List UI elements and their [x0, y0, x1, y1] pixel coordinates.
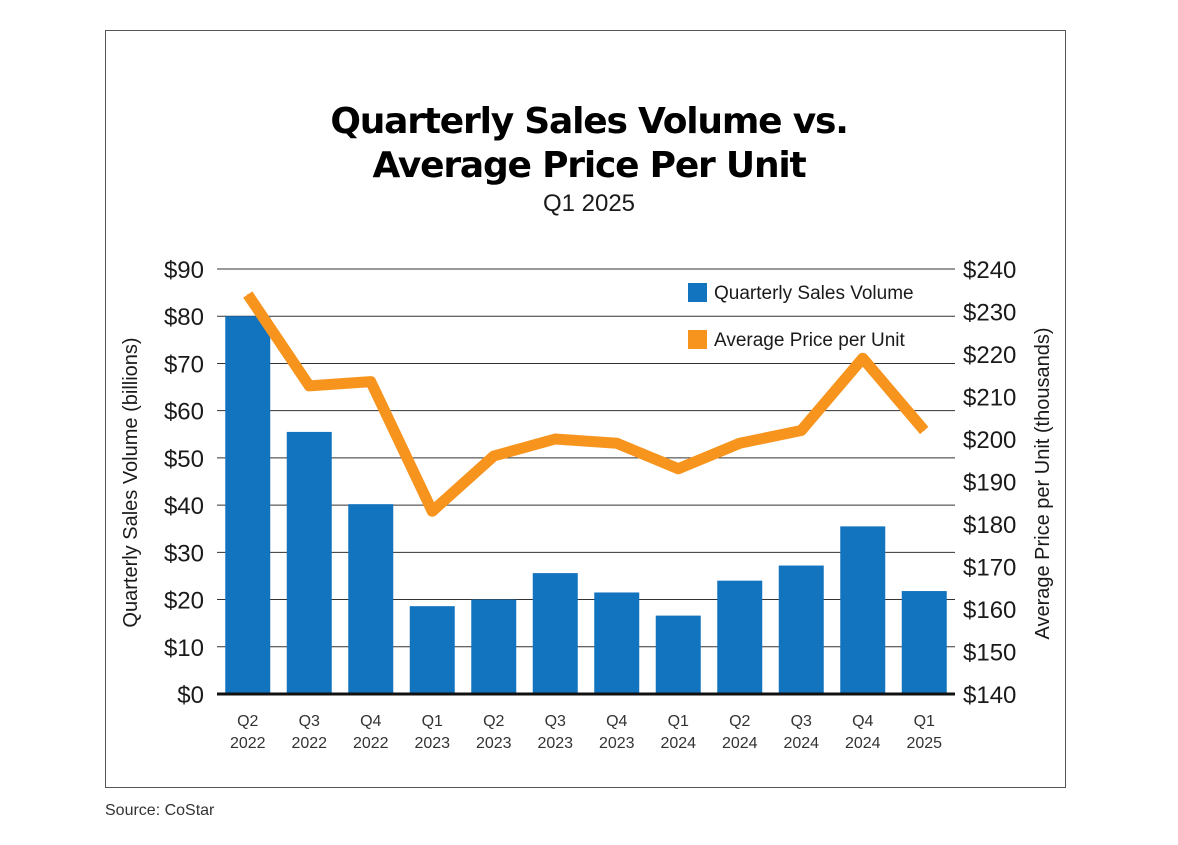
line-average-price [243, 291, 929, 517]
y-left-tick-label: $20 [164, 588, 204, 615]
x-tick-label-quarter: Q1 [422, 713, 443, 730]
x-tick-label-quarter: Q4 [606, 713, 627, 730]
line-point-average-price [370, 381, 372, 383]
x-tick-label-year: 2024 [660, 735, 696, 752]
y-right-tick-label: $180 [963, 512, 1016, 539]
bar-sales-volume [532, 573, 578, 694]
x-tick-label-quarter: Q3 [791, 713, 812, 730]
y-left-tick-label: $50 [164, 446, 204, 473]
bar-sales-volume [225, 316, 271, 694]
line-point-average-price [554, 438, 556, 440]
y-right-tick-label: $170 [963, 555, 1016, 582]
x-tick-label-quarter: Q2 [483, 713, 504, 730]
chart-title: Quarterly Sales Volume vs. Average Price… [0, 100, 1178, 188]
line-point-average-price [862, 357, 864, 359]
line-point-average-price [431, 510, 433, 512]
y-left-tick-label: $10 [164, 635, 204, 662]
y-right-tick-label: $240 [963, 257, 1016, 284]
y-right-tick-label: $230 [963, 300, 1016, 327]
y-right-axis-label: Average Price per Unit (thousands) [1032, 327, 1054, 639]
bar-sales-volume [840, 526, 886, 694]
line-point-average-price [616, 442, 618, 444]
x-tick-label-quarter: Q3 [299, 713, 320, 730]
y-right-tick-label: $150 [963, 640, 1016, 667]
source-note: Source: CoStar [105, 802, 215, 819]
x-tick-label-year: 2023 [599, 735, 635, 752]
x-tick-label-quarter: Q4 [360, 713, 381, 730]
y-left-tick-label: $60 [164, 399, 204, 426]
x-tick-label-quarter: Q1 [914, 713, 935, 730]
x-tick-label-quarter: Q1 [668, 713, 689, 730]
line-point-average-price [308, 385, 310, 387]
y-left-tick-label: $0 [177, 682, 204, 709]
x-tick-label-year: 2022 [353, 735, 389, 752]
line-point-average-price [923, 430, 925, 431]
bar-sales-volume [778, 565, 824, 694]
chart-title-line-2: Average Price Per Unit [372, 145, 806, 186]
x-tick-label-year: 2022 [291, 735, 327, 752]
x-tick-label-quarter: Q3 [545, 713, 566, 730]
line-point-average-price [247, 294, 249, 295]
bar-sales-volume [286, 431, 332, 694]
y-left-tick-label: $40 [164, 493, 204, 520]
bar-sales-volume [901, 591, 947, 694]
x-tick-label-year: 2023 [476, 735, 512, 752]
line-point-average-price [739, 442, 741, 444]
x-tick-label-quarter: Q2 [237, 713, 258, 730]
x-tick-label-year: 2023 [414, 735, 450, 752]
x-tick-label-year: 2023 [537, 735, 573, 752]
line-point-average-price [800, 430, 802, 431]
y-left-tick-label: $30 [164, 540, 204, 567]
bar-sales-volume [594, 592, 640, 694]
y-right-tick-label: $200 [963, 427, 1016, 454]
bar-sales-volume [717, 580, 763, 694]
x-tick-label-quarter: Q4 [852, 713, 873, 730]
chart-title-line-1: Quarterly Sales Volume vs. [330, 101, 849, 142]
y-left-tick-label: $90 [164, 257, 204, 284]
bar-sales-volume [409, 606, 455, 694]
line-point-average-price [677, 468, 679, 470]
bar-sales-volume [471, 599, 517, 694]
y-right-tick-label: $220 [963, 342, 1016, 369]
x-tick-label-year: 2024 [722, 735, 758, 752]
legend-swatch-sales-volume [688, 283, 707, 302]
y-left-tick-label: $80 [164, 304, 204, 331]
y-right-tick-label: $190 [963, 470, 1016, 497]
bar-sales-volume [348, 504, 394, 694]
x-tick-label-year: 2024 [783, 735, 819, 752]
line-point-average-price [493, 455, 495, 457]
legend-label-average-price: Average Price per Unit [714, 330, 906, 351]
bar-sales-volume [655, 615, 701, 694]
y-right-tick-label: $140 [963, 682, 1016, 709]
x-tick-label-quarter: Q2 [729, 713, 750, 730]
legend-swatch-average-price [688, 330, 707, 349]
chart-subtitle: Q1 2025 [542, 190, 636, 217]
x-tick-label-year: 2022 [230, 735, 266, 752]
x-tick-label-year: 2025 [906, 735, 942, 752]
y-left-axis-label: Quarterly Sales Volume (billions) [120, 337, 142, 627]
y-right-tick-label: $210 [963, 385, 1016, 412]
x-tick-label-year: 2024 [845, 735, 881, 752]
y-left-tick-label: $70 [164, 351, 204, 378]
legend-label-sales-volume: Quarterly Sales Volume [714, 283, 914, 304]
y-right-tick-label: $160 [963, 597, 1016, 624]
chart-frame [105, 30, 1066, 788]
